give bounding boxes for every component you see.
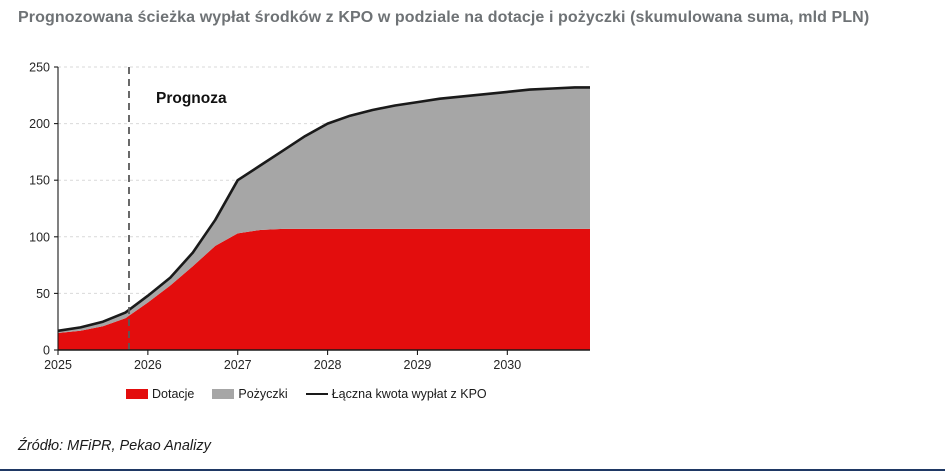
pozyczki-swatch-icon: [212, 389, 235, 399]
y-tick-label-250: 250: [29, 61, 50, 75]
x-tick-label-2025: 2025: [44, 358, 72, 372]
total-line: [57, 86, 590, 333]
chart-legend: Dotacje Pożyczki Łączna kwota wypłat z K…: [126, 386, 487, 402]
total-line-swatch-icon: [305, 392, 328, 396]
forecast-annotation: Prognoza: [156, 90, 227, 107]
x-tick-label-2028: 2028: [314, 358, 342, 372]
y-tick-label-150: 150: [29, 174, 50, 188]
kpo-payout-area-chart: Prognoza 0 50 100 150 200 250 2025 2026 2027 2028 2…: [29, 61, 590, 372]
pozyczki-area: [58, 87, 590, 334]
footer-divider: [0, 469, 945, 472]
legend-label-dotacje: Dotacje: [152, 387, 195, 401]
chart-title: Prognozowana ścieżka wypłat środków z KP…: [18, 9, 870, 26]
legend-item-dotacje: Dotacje: [126, 387, 194, 401]
legend-label-total: Łączna kwota wypłat z KPO: [331, 387, 487, 401]
dotacje-area: [58, 228, 590, 350]
x-tick-label-2027: 2027: [224, 358, 252, 372]
y-tick-label-50: 50: [36, 287, 50, 301]
y-tick-label-100: 100: [29, 230, 50, 244]
x-tick-label-2030: 2030: [493, 358, 521, 372]
legend-label-pozyczki: Pożyczki: [238, 387, 288, 401]
source-note: Źródło: MFiPR, Pekao Analizy: [18, 438, 211, 454]
legend-item-pozyczki: Pożyczki: [212, 387, 288, 401]
x-tick-label-2026: 2026: [134, 358, 162, 372]
x-tick-label-2029: 2029: [404, 358, 432, 372]
y-tick-label-200: 200: [29, 117, 50, 131]
dotacje-swatch-icon: [126, 389, 148, 399]
legend-item-total: Łączna kwota wypłat z KPO: [305, 387, 487, 401]
y-tick-label-0: 0: [43, 344, 50, 358]
